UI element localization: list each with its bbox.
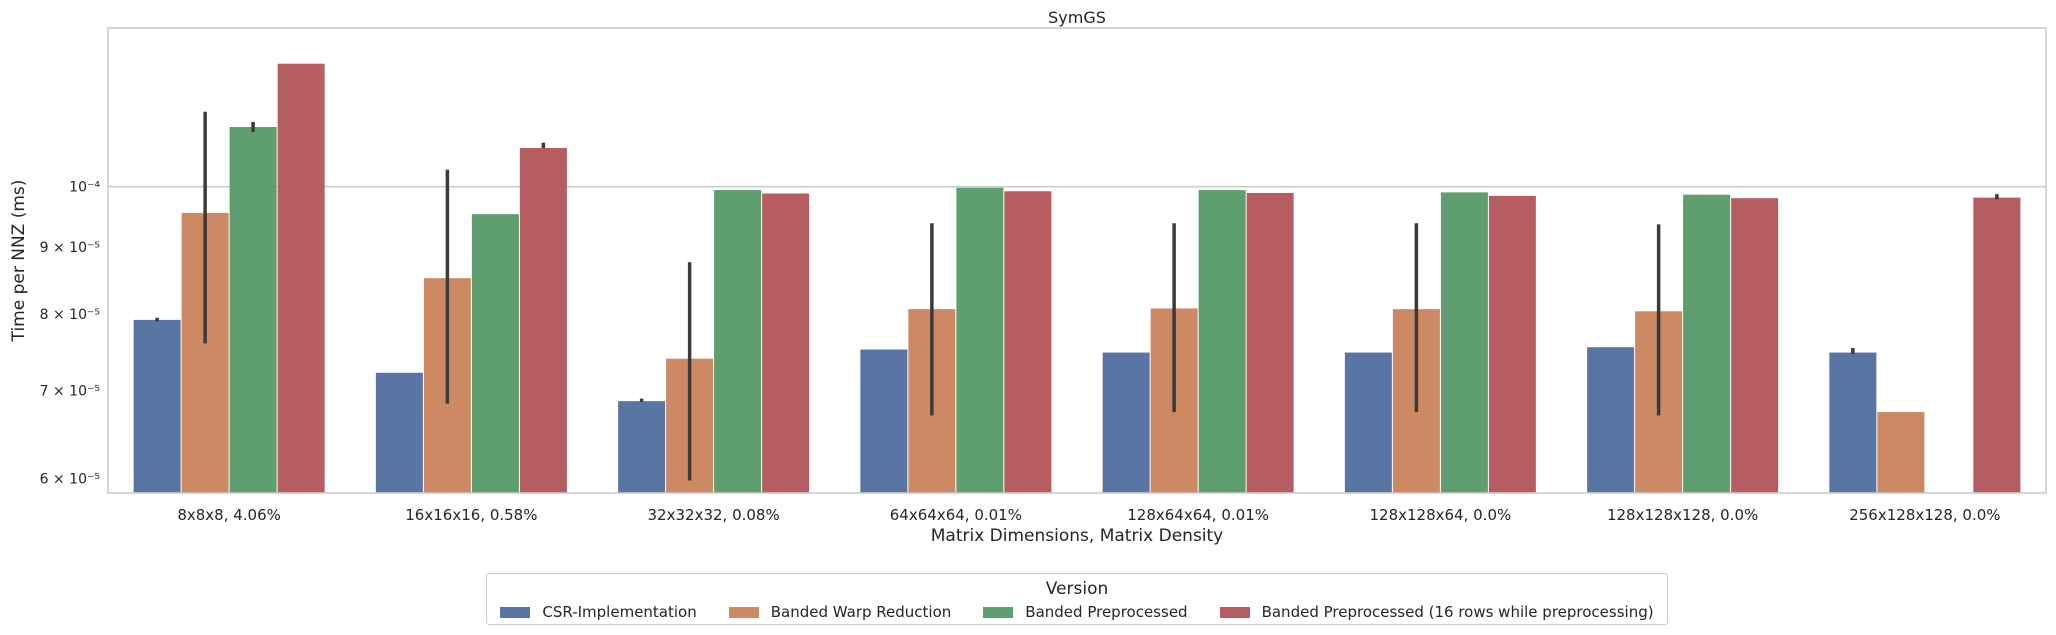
bar	[229, 127, 277, 494]
bar	[1246, 192, 1294, 493]
legend-item: Banded Preprocessed	[983, 603, 1188, 621]
y-axis-label: Time per NNZ (ms)	[9, 180, 29, 343]
bar	[618, 401, 666, 493]
bar	[133, 319, 181, 493]
y-tick-label: 6 × 10⁻⁵	[40, 472, 100, 488]
bar	[1829, 352, 1877, 493]
x-tick-label: 16x16x16, 0.58%	[405, 506, 537, 524]
x-tick-label: 256x128x128, 0.0%	[1849, 506, 2000, 524]
x-tick-label: 128x64x64, 0.01%	[1127, 506, 1269, 524]
legend-item: Banded Warp Reduction	[728, 603, 952, 621]
bar	[860, 349, 908, 493]
bar	[1877, 412, 1925, 493]
bar	[1587, 347, 1635, 493]
x-axis-label: Matrix Dimensions, Matrix Density	[931, 526, 1224, 546]
legend-items: CSR-Implementation Banded Warp Reduction B…	[487, 603, 1667, 621]
chart-canvas: 6 × 10⁻⁵ 7 × 10⁻⁵ 8 × 10⁻⁵ 9 × 10⁻⁵ 10⁻⁴ 8x8x…	[9, 8, 2047, 546]
y-tick-label: 8 × 10⁻⁵	[40, 307, 100, 323]
bar	[519, 147, 567, 494]
y-tick-label: 7 × 10⁻⁵	[40, 383, 100, 399]
y-tick-label: 10⁻⁴	[69, 180, 100, 196]
x-tick-label: 128x128x128, 0.0%	[1607, 506, 1758, 524]
bar	[1440, 192, 1488, 493]
bar	[471, 214, 519, 494]
legend-item: CSR-Implementation	[500, 603, 697, 621]
bar	[1198, 190, 1246, 493]
bar	[1102, 352, 1150, 493]
chart-title: SymGS	[1048, 8, 1106, 27]
legend-swatch	[1219, 606, 1250, 618]
legend-label: Banded Preprocessed (16 rows while prepr…	[1261, 603, 1654, 621]
legend: Version CSR-Implementation Banded Warp Re…	[486, 573, 1668, 625]
y-tick-label: 9 × 10⁻⁵	[40, 240, 100, 256]
bar	[1488, 195, 1536, 493]
x-tick-label: 8x8x8, 4.06%	[177, 506, 281, 524]
bar	[762, 193, 810, 493]
bar	[1731, 198, 1779, 493]
x-tick-label: 128x128x64, 0.0%	[1370, 506, 1512, 524]
legend-label: CSR-Implementation	[542, 603, 697, 621]
x-tick-label: 32x32x32, 0.08%	[648, 506, 780, 524]
bar	[1683, 194, 1731, 494]
bar	[714, 190, 762, 493]
legend-item: Banded Preprocessed (16 rows while prepr…	[1219, 603, 1654, 621]
legend-label: Banded Warp Reduction	[770, 603, 952, 621]
legend-label: Banded Preprocessed	[1025, 603, 1188, 621]
x-tick-label: 64x64x64, 0.01%	[890, 506, 1022, 524]
legend-swatch	[983, 606, 1014, 618]
legend-swatch	[500, 606, 531, 618]
bar	[1344, 352, 1392, 493]
legend-title: Version	[1045, 579, 1109, 599]
bar	[956, 187, 1004, 493]
bar	[1973, 197, 2021, 493]
bar	[1004, 191, 1052, 493]
plot-frame	[107, 27, 2047, 494]
bar	[277, 63, 325, 493]
bar	[375, 372, 423, 493]
legend-swatch	[728, 606, 759, 618]
